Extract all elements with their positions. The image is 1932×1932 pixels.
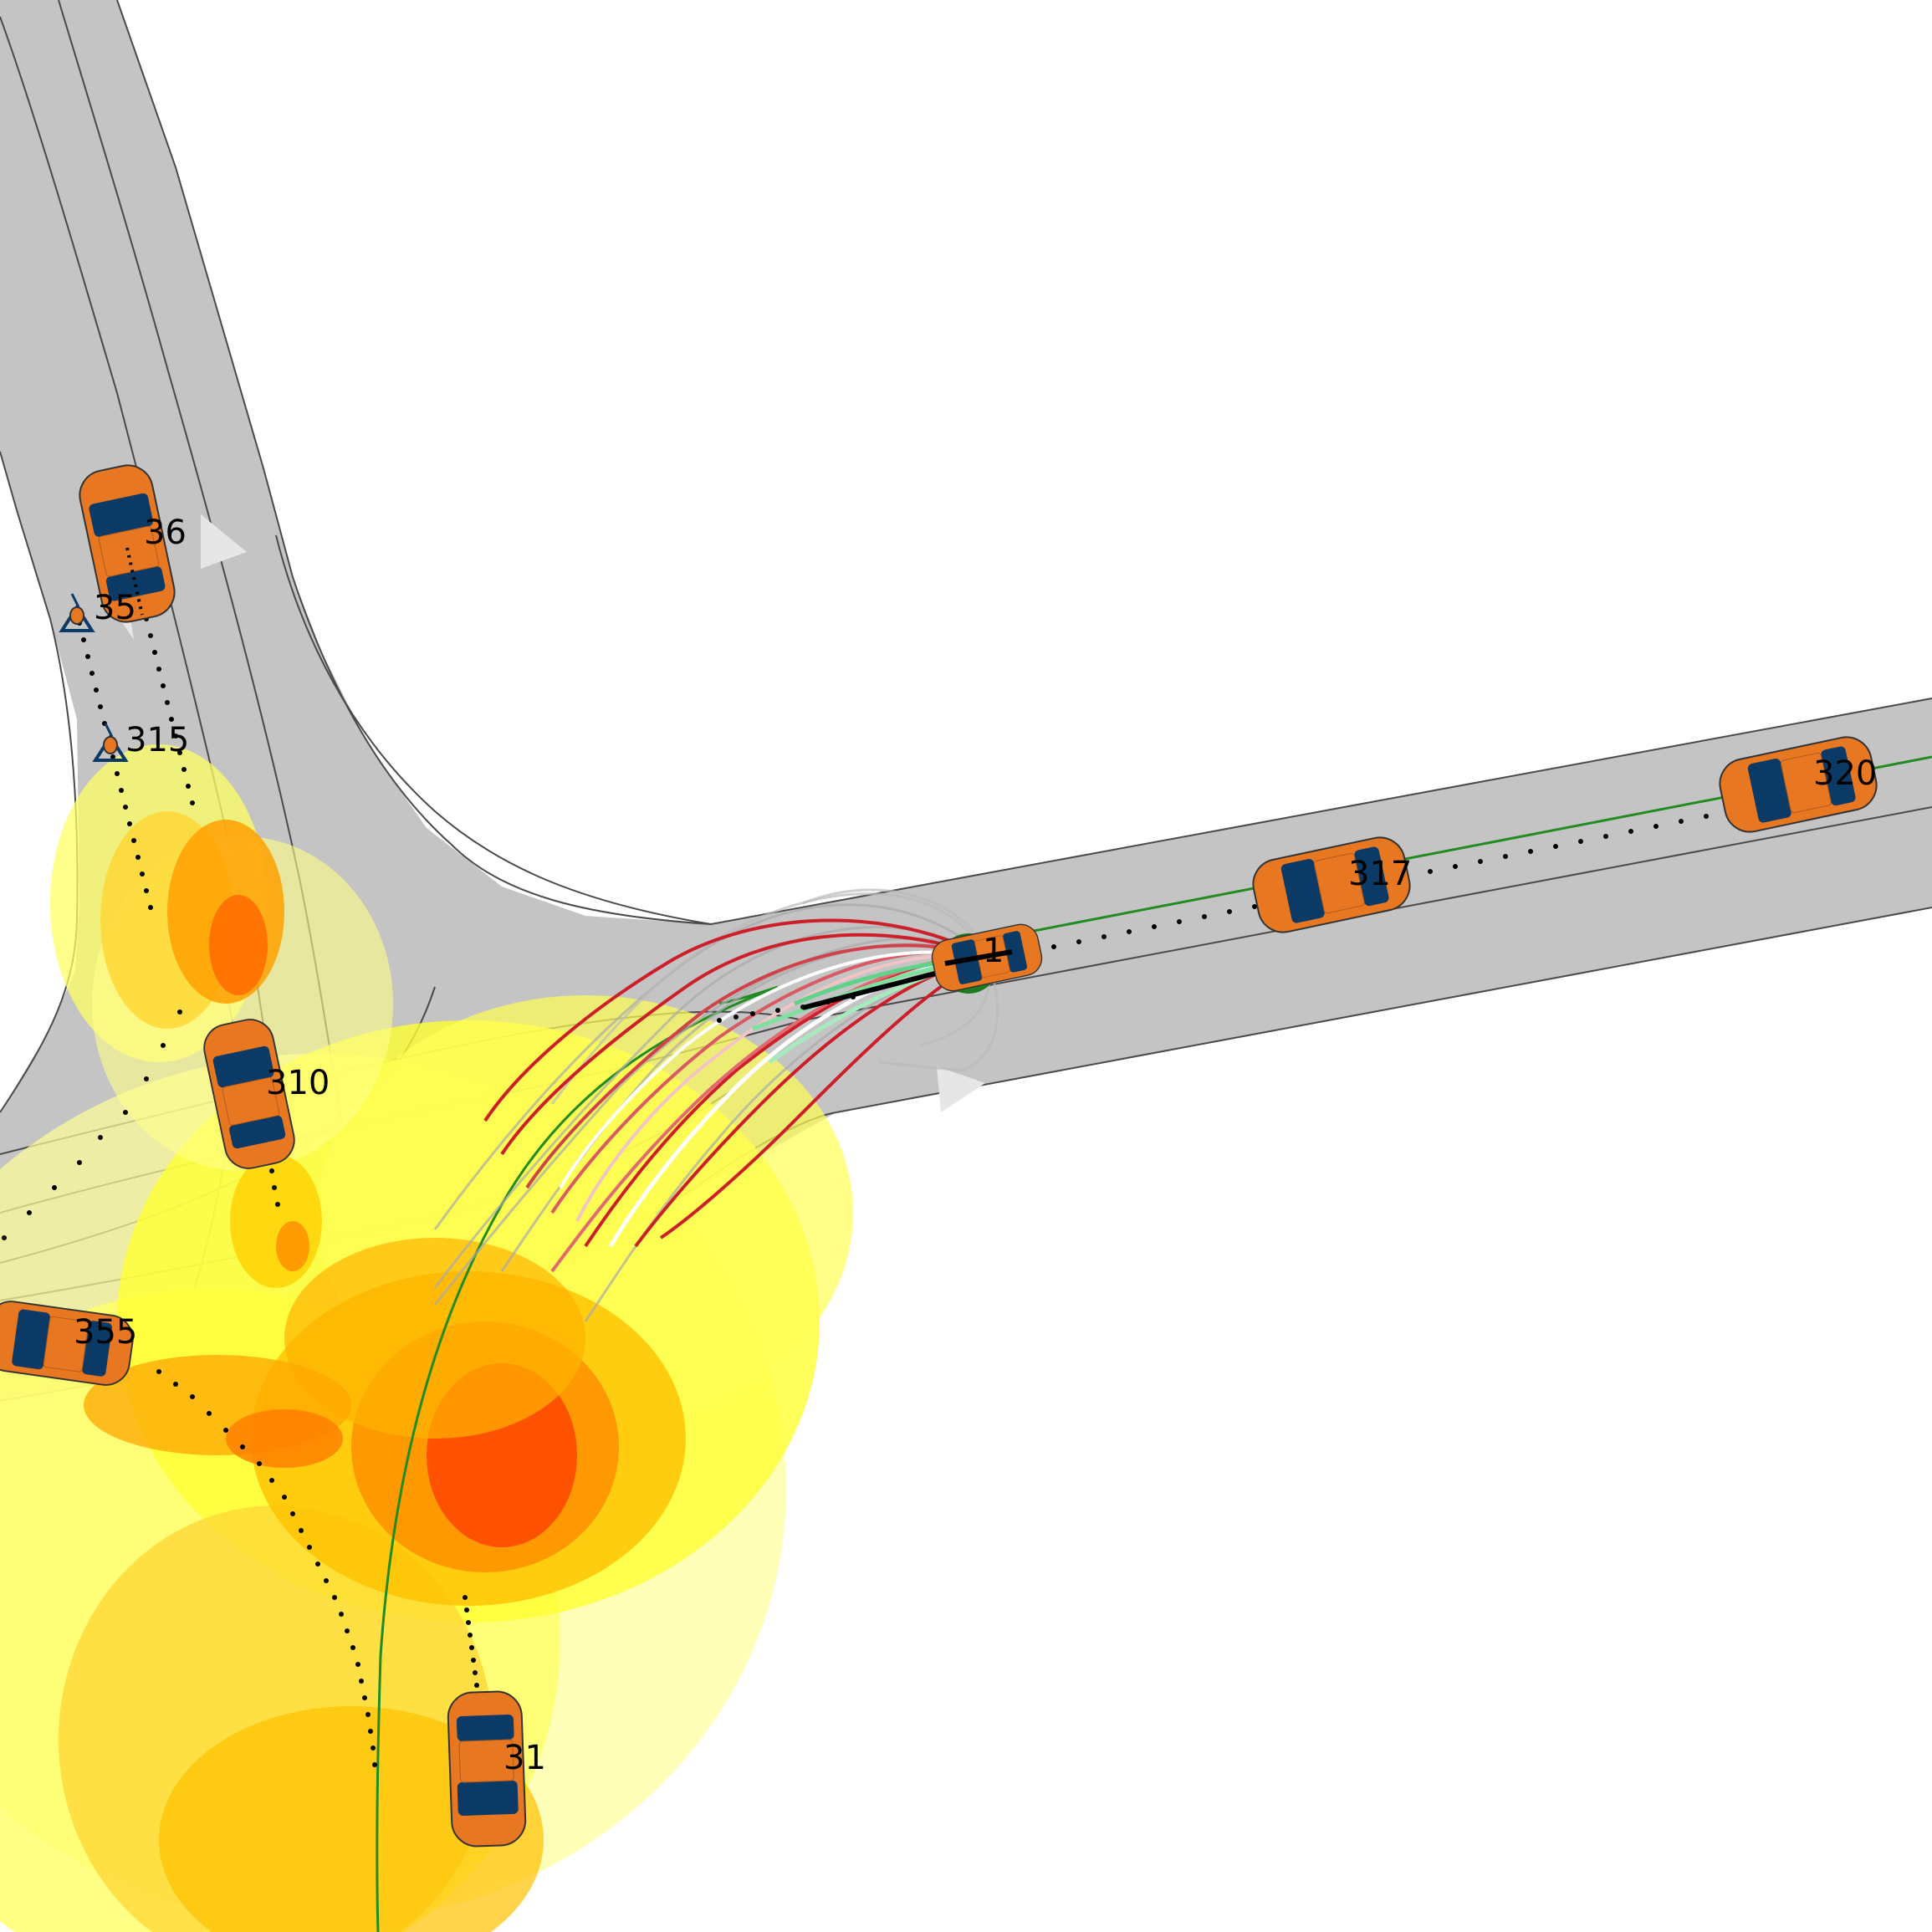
- vehicle-label: 31: [503, 1739, 546, 1777]
- direction-arrow: [937, 1066, 985, 1112]
- vehicle-315[interactable]: 315: [94, 721, 189, 762]
- vehicles: 1 36 35 315 310 355: [0, 459, 1883, 1848]
- lane-divider: [275, 534, 712, 925]
- vehicle-label: 310: [266, 1064, 330, 1102]
- direction-arrow: [201, 514, 247, 569]
- vehicle-label: 320: [1813, 754, 1877, 793]
- dots-35: [77, 621, 153, 910]
- vehicle-35[interactable]: 35: [60, 589, 136, 632]
- vehicle-36[interactable]: 36: [74, 459, 187, 628]
- dots-355: [156, 1369, 377, 1767]
- vehicle-310[interactable]: 310: [198, 1014, 330, 1174]
- vehicle-label: 355: [74, 1313, 137, 1352]
- vehicle-31[interactable]: 31: [446, 1689, 546, 1848]
- vehicle-317[interactable]: 317: [1247, 831, 1416, 938]
- road-edge: [836, 907, 1932, 1113]
- vehicle-355[interactable]: 355: [0, 1297, 137, 1389]
- vehicle-label: 35: [94, 589, 136, 627]
- vehicle-1[interactable]: 1: [928, 920, 1046, 995]
- road-edge: [710, 698, 1932, 925]
- dots-ego-back: [717, 994, 856, 1023]
- candidate-trajectories: [433, 888, 1013, 1322]
- vehicle-label: 317: [1348, 855, 1412, 893]
- road-edge: [116, 0, 712, 925]
- vehicle-label: 1: [983, 932, 1004, 970]
- risk-field: [0, 744, 853, 1932]
- vehicle-320[interactable]: 320: [1714, 731, 1883, 838]
- dots-west: [2, 1009, 182, 1240]
- vehicle-label: 36: [144, 514, 187, 552]
- vehicle-label: 315: [125, 721, 189, 759]
